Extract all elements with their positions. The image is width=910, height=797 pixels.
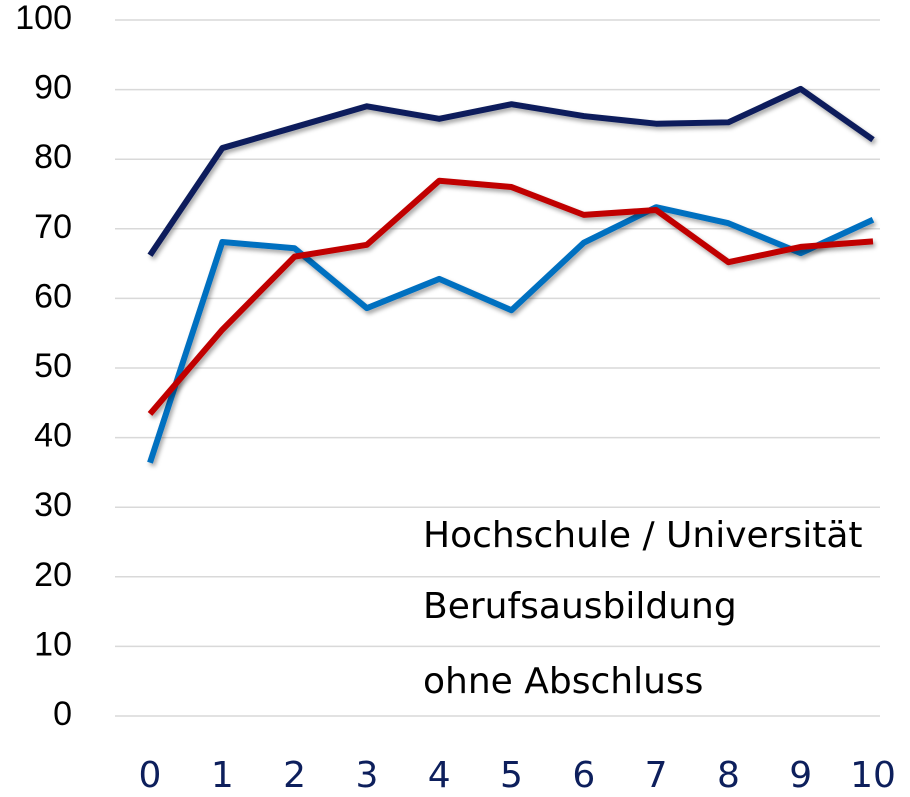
- y-tick-label: 0: [53, 695, 72, 733]
- y-tick-label: 100: [15, 0, 72, 37]
- legend-label: Hochschule / Universität: [423, 515, 863, 556]
- x-tick-label: 10: [850, 755, 896, 796]
- y-tick-label: 20: [34, 556, 72, 594]
- y-tick-label: 60: [34, 277, 72, 315]
- x-tick-label: 7: [645, 755, 668, 796]
- legend-label: Berufsausbildung: [423, 586, 737, 627]
- x-tick-label: 2: [283, 755, 306, 796]
- x-tick-label: 5: [500, 755, 523, 796]
- y-tick-label: 40: [34, 417, 72, 455]
- x-tick-label: 6: [572, 755, 595, 796]
- x-tick-label: 3: [355, 755, 378, 796]
- x-tick-label: 8: [717, 755, 740, 796]
- series-line: [147, 204, 875, 464]
- y-tick-label: 50: [34, 347, 72, 385]
- x-tick-label: 1: [211, 755, 234, 796]
- legend-label: ohne Abschluss: [423, 661, 703, 702]
- y-tick-label: 70: [34, 208, 72, 246]
- x-tick-label: 4: [428, 755, 451, 796]
- y-tick-label: 90: [34, 69, 72, 107]
- y-tick-label: 30: [34, 486, 72, 524]
- y-tick-label: 10: [34, 625, 72, 663]
- series-line: [147, 177, 874, 416]
- y-tick-label: 80: [34, 138, 72, 176]
- x-tick-label: 9: [789, 755, 812, 796]
- series-line: [147, 85, 875, 257]
- x-tick-label: 0: [139, 755, 162, 796]
